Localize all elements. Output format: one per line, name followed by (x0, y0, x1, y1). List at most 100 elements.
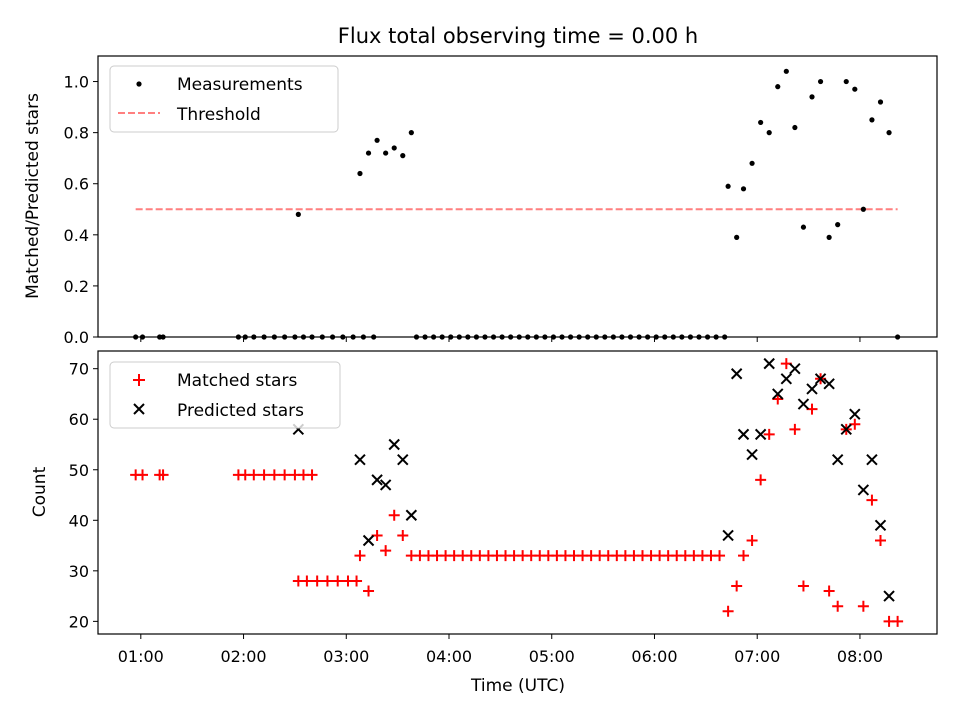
count-panel: 20 30 40 50 60 70 01:00 02:00 03:00 04:00 05:00 06… (30, 350, 938, 696)
matched-star-point (857, 600, 869, 612)
predicted-star-point (857, 484, 870, 496)
predicted-star-point (388, 438, 400, 451)
predicted-star-point (354, 453, 366, 466)
predicted-legend-label: Predicted stars (177, 401, 304, 421)
matched-star-point (321, 575, 333, 587)
matched-star-point (306, 469, 318, 481)
predicted-star-point (840, 423, 852, 436)
predicted-star-point (405, 509, 418, 521)
predicted-star-point (737, 428, 750, 441)
predicted-star-point (746, 448, 758, 461)
count-x-tick-label: 05:00 (529, 647, 575, 666)
matched-star-point (789, 423, 801, 435)
count-y-tick-label: 60 (69, 410, 89, 429)
count-legend: Matched stars Predicted stars (109, 361, 341, 429)
measurement-point (758, 119, 764, 126)
count-x-tick-label: 06:00 (631, 647, 677, 666)
measurement-point (826, 234, 832, 240)
count-legend-box (109, 361, 341, 429)
matched-star-point (388, 509, 400, 521)
count-y-axis-label: Count (30, 466, 50, 517)
ratio-panel: Flux total observing time = 0.00 h 0.00.… (23, 24, 938, 347)
predicted-star-point (831, 453, 844, 466)
predicted-star-point (379, 479, 392, 491)
count-y-tick-label: 50 (69, 461, 89, 480)
predicted-star-point (823, 378, 835, 390)
ratio-y-tick-label: 0.0 (64, 328, 89, 347)
count-y-ticks: 20 30 40 50 60 70 (69, 360, 98, 631)
measurement-point (886, 130, 892, 136)
matched-star-point (763, 428, 775, 440)
measurement-point (391, 145, 397, 151)
measurements-legend-marker (136, 81, 142, 87)
matched-star-point (823, 585, 835, 597)
chart-title: Flux total observing time = 0.00 h (338, 24, 698, 48)
predicted-star-point (754, 428, 767, 441)
matched-star-point (311, 575, 323, 587)
matched-star-point (722, 605, 734, 617)
ratio-y-tick-label: 0.8 (64, 124, 89, 143)
ratio-y-axis-label: Matched/Predicted stars (23, 93, 43, 299)
predicted-star-point (814, 373, 827, 385)
matched-star-point (892, 615, 904, 627)
x-axis-label: Time (UTC) (470, 676, 565, 696)
matched-star-point (738, 550, 750, 562)
matched-star-point (301, 575, 313, 587)
matched-star-point (157, 469, 169, 481)
predicted-star-point (722, 529, 734, 542)
measurement-point (749, 160, 755, 166)
ratio-y-ticks: 0.0 0.2 0.4 0.6 0.8 1.0 (64, 73, 98, 347)
measurement-point (843, 78, 849, 85)
matched-star-point (363, 585, 375, 597)
measurement-point (877, 99, 884, 105)
matched-star-point (351, 575, 363, 587)
ratio-y-tick-label: 1.0 (64, 73, 89, 92)
count-y-tick-label: 20 (69, 612, 89, 631)
measurement-point (766, 130, 772, 136)
measurement-point (783, 68, 789, 74)
matched-star-point (866, 494, 878, 506)
measurement-point (792, 124, 798, 131)
count-x-tick-label: 01:00 (118, 647, 164, 666)
predicted-star-point (730, 368, 743, 380)
matched-legend-marker (133, 374, 145, 386)
ratio-legend-box (109, 65, 339, 133)
matched-legend-label: Matched stars (177, 371, 297, 391)
matched-star-point (332, 575, 344, 587)
measurement-point (734, 234, 740, 240)
threshold-legend-label: Threshold (176, 105, 261, 125)
measurement-point (775, 84, 781, 90)
measurement-point (400, 153, 406, 159)
count-x-tick-label: 04:00 (426, 647, 472, 666)
measurement-point (800, 224, 807, 230)
ratio-axes-frame (97, 55, 938, 338)
measurement-point (295, 211, 301, 217)
predicted-star-point (883, 590, 895, 602)
predicted-star-point (772, 388, 784, 400)
matched-star-point (354, 550, 366, 562)
matched-star-point (832, 600, 844, 612)
measurement-point (852, 86, 858, 92)
count-y-tick-label: 40 (69, 511, 89, 530)
predicted-star-point (763, 357, 775, 370)
matched-star-point (258, 469, 270, 481)
count-x-tick-label: 08:00 (837, 647, 883, 666)
measurement-point (740, 186, 747, 192)
predicted-star-point (789, 362, 801, 375)
matched-star-point (874, 535, 886, 547)
matched-star-point (797, 580, 809, 592)
matched-star-point (731, 580, 743, 592)
count-y-tick-label: 30 (69, 562, 89, 581)
predicted-star-point (397, 453, 409, 466)
predicted-legend-marker (133, 403, 145, 415)
matched-star-point (714, 550, 726, 562)
ratio-y-tick-label: 0.2 (64, 277, 89, 296)
ratio-y-tick-label: 0.4 (64, 226, 89, 245)
measurement-point (725, 183, 731, 189)
count-x-ticks: 01:00 02:00 03:00 04:00 05:00 06:00 07:00 08:00 (118, 634, 883, 666)
ratio-y-tick-label: 0.6 (64, 175, 89, 194)
ratio-legend: Measurements Threshold (109, 65, 339, 133)
predicted-star-point (849, 408, 861, 420)
measurement-point (374, 137, 380, 143)
